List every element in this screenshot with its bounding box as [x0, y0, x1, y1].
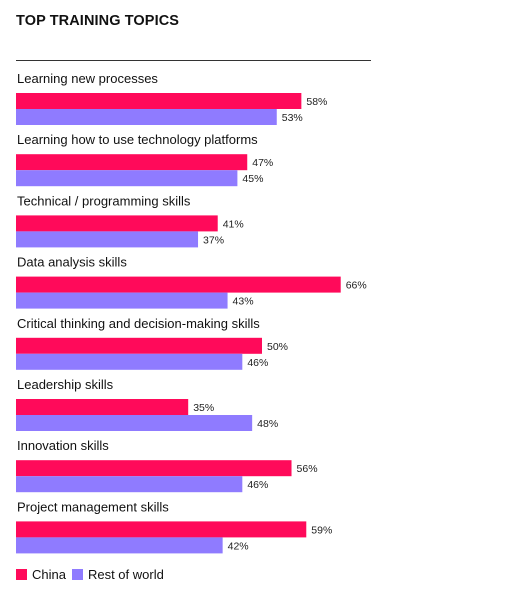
value-label-rest-of-world-innovation-skills: 46%	[247, 479, 268, 491]
bar-china-data-analysis-skills	[16, 276, 341, 293]
legend: China Rest of world	[16, 567, 170, 582]
bar-rest-of-world-learning-new-processes	[16, 109, 277, 125]
value-label-rest-of-world-critical-thinking-and-decision-making-skills: 46%	[247, 357, 268, 369]
category-label-learning-new-processes: Learning new processes	[17, 71, 158, 86]
legend-item-china: China	[16, 567, 66, 582]
legend-label-china: China	[32, 567, 66, 582]
value-label-china-project-management-skills: 59%	[311, 524, 332, 536]
bar-china-innovation-skills	[16, 460, 292, 477]
bar-china-critical-thinking-and-decision-making-skills	[16, 337, 262, 354]
category-label-innovation-skills: Innovation skills	[17, 438, 109, 453]
value-label-china-learning-how-to-use-technology-platforms: 47%	[252, 157, 273, 169]
value-label-china-learning-new-processes: 58%	[306, 96, 327, 108]
value-label-china-leadership-skills: 35%	[193, 402, 214, 414]
value-label-china-innovation-skills: 56%	[297, 463, 318, 475]
bar-rest-of-world-technical-programming-skills	[16, 231, 199, 248]
legend-label-rest-of-world: Rest of world	[87, 567, 164, 582]
category-label-project-management-skills: Project management skills	[17, 499, 169, 514]
legend-item-rest-of-world: Rest of world	[71, 567, 164, 582]
bar-rest-of-world-leadership-skills	[16, 415, 253, 431]
bar-rest-of-world-critical-thinking-and-decision-making-skills	[16, 353, 243, 370]
legend-swatch-china	[16, 569, 27, 580]
category-label-technical-programming-skills: Technical / programming skills	[17, 193, 191, 208]
bar-china-project-management-skills	[16, 521, 307, 538]
value-label-rest-of-world-learning-new-processes: 53%	[282, 112, 303, 124]
category-label-critical-thinking-and-decision-making-skills: Critical thinking and decision-making sk…	[17, 316, 260, 331]
value-label-china-data-analysis-skills: 66%	[346, 280, 367, 292]
category-label-learning-how-to-use-technology-platforms: Learning how to use technology platforms	[17, 132, 258, 147]
bar-china-technical-programming-skills	[16, 215, 218, 232]
legend-swatch-rest-of-world	[71, 569, 83, 580]
bar-china-leadership-skills	[16, 399, 189, 415]
value-label-rest-of-world-learning-how-to-use-technology-platforms: 45%	[242, 173, 263, 185]
bar-rest-of-world-learning-how-to-use-technology-platforms	[16, 170, 238, 187]
bar-rest-of-world-project-management-skills	[16, 537, 223, 554]
category-label-data-analysis-skills: Data analysis skills	[17, 255, 127, 270]
bar-china-learning-how-to-use-technology-platforms	[16, 154, 248, 171]
value-label-rest-of-world-project-management-skills: 42%	[228, 540, 249, 552]
value-label-rest-of-world-leadership-skills: 48%	[257, 418, 278, 430]
value-label-china-critical-thinking-and-decision-making-skills: 50%	[267, 341, 288, 353]
value-label-rest-of-world-technical-programming-skills: 37%	[203, 234, 224, 246]
value-label-rest-of-world-data-analysis-skills: 43%	[233, 296, 254, 308]
title-divider	[16, 60, 371, 61]
bar-chart: Learning new processes 58%53% Learning how…	[16, 71, 367, 554]
bar-rest-of-world-data-analysis-skills	[16, 292, 228, 309]
category-label-leadership-skills: Leadership skills	[17, 377, 114, 392]
bar-china-learning-new-processes	[16, 93, 302, 109]
bar-rest-of-world-innovation-skills	[16, 476, 243, 493]
value-label-china-technical-programming-skills: 41%	[223, 218, 244, 230]
chart-title: TOP TRAINING TOPICS	[16, 13, 180, 29]
